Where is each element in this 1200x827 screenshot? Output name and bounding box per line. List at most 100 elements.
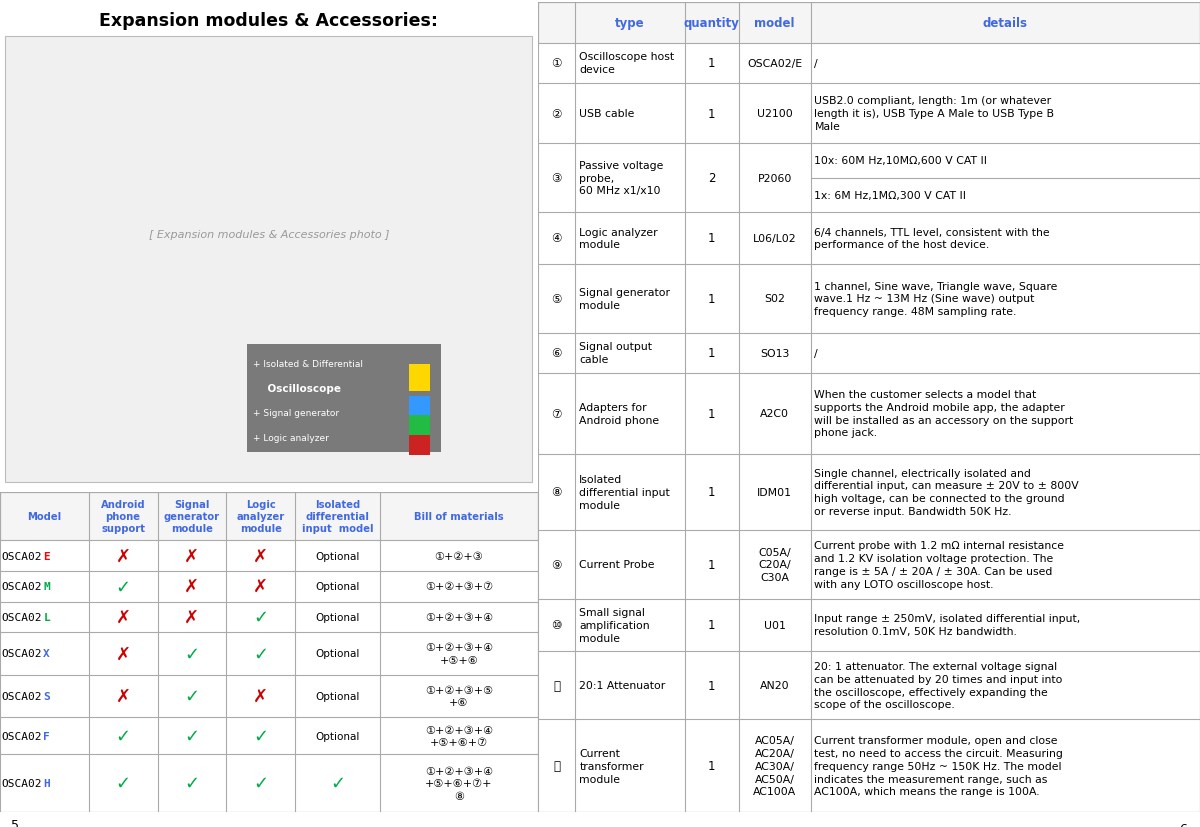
Text: Bill of materials: Bill of materials (414, 511, 504, 522)
Text: ①+②+③+⑦: ①+②+③+⑦ (425, 581, 493, 591)
Text: Single channel, electrically isolated and
differential input, can measure ± 20V : Single channel, electrically isolated an… (815, 468, 1079, 516)
Text: ③: ③ (551, 172, 562, 185)
Text: ✗: ✗ (115, 644, 131, 662)
Text: 1: 1 (708, 347, 715, 360)
Text: 6/4 channels, TTL level, consistent with the
performance of the host device.: 6/4 channels, TTL level, consistent with… (815, 227, 1050, 250)
Text: OSCA02: OSCA02 (1, 581, 42, 591)
Text: ✓: ✓ (185, 687, 199, 705)
Text: Optional: Optional (316, 731, 360, 741)
Text: OSCA02/E: OSCA02/E (748, 59, 803, 69)
Text: ✗: ✗ (185, 577, 199, 595)
Text: 1: 1 (708, 619, 715, 632)
Text: U2100: U2100 (757, 109, 793, 119)
Text: X: X (43, 648, 50, 658)
Text: ⑦: ⑦ (551, 407, 562, 420)
Text: OSCA02: OSCA02 (1, 778, 42, 788)
Text: [ Expansion modules & Accessories photo ]: [ Expansion modules & Accessories photo … (149, 230, 389, 240)
Text: Expansion modules & Accessories:: Expansion modules & Accessories: (100, 12, 438, 31)
Text: Optional: Optional (316, 691, 360, 701)
Text: ⑨: ⑨ (551, 558, 562, 571)
Text: IDM01: IDM01 (757, 487, 792, 497)
Text: OSCA02: OSCA02 (1, 731, 42, 741)
Text: /: / (815, 59, 818, 69)
Text: ✓: ✓ (115, 774, 131, 792)
Text: USB2.0 compliant, length: 1m (or whatever
length it is), USB Type A Male to USB : USB2.0 compliant, length: 1m (or whateve… (815, 96, 1055, 131)
Text: quantity: quantity (684, 17, 739, 30)
Text: ①+②+③+④
+⑤+⑥+⑦: ①+②+③+④ +⑤+⑥+⑦ (425, 724, 493, 747)
Text: F: F (43, 731, 50, 741)
Text: Optional: Optional (316, 648, 360, 658)
Text: ⑫: ⑫ (553, 759, 560, 772)
Text: Input range ± 250mV, isolated differential input,
resolution 0.1mV, 50K Hz bandw: Input range ± 250mV, isolated differenti… (815, 614, 1081, 637)
Text: ✗: ✗ (185, 547, 199, 565)
Text: Current transformer module, open and close
test, no need to access the circuit. : Current transformer module, open and clo… (815, 735, 1063, 796)
Text: AN20: AN20 (760, 681, 790, 691)
Text: ①+②+③+④
+⑤+⑥: ①+②+③+④ +⑤+⑥ (425, 643, 493, 665)
Text: Oscilloscope: Oscilloscope (253, 384, 341, 394)
Text: Current
transformer
module: Current transformer module (580, 748, 644, 784)
Text: ✓: ✓ (253, 774, 269, 792)
Text: S02: S02 (764, 294, 785, 304)
Text: ✓: ✓ (185, 727, 199, 745)
Text: C05A/
C20A/
C30A: C05A/ C20A/ C30A (758, 547, 791, 582)
Text: H: H (43, 778, 50, 788)
Text: ✓: ✓ (185, 644, 199, 662)
Text: L06/L02: L06/L02 (752, 234, 797, 244)
Text: ①+②+③+⑤
+⑥: ①+②+③+⑤ +⑥ (425, 685, 493, 707)
Text: Optional: Optional (316, 551, 360, 561)
Text: 20:1 Attenuator: 20:1 Attenuator (580, 681, 666, 691)
Text: ①+②+③+④: ①+②+③+④ (425, 612, 493, 622)
Text: 1x: 6M Hz,1MΩ,300 V CAT II: 1x: 6M Hz,1MΩ,300 V CAT II (815, 190, 966, 200)
Text: L: L (43, 612, 50, 622)
Text: ✓: ✓ (115, 727, 131, 745)
Text: 1: 1 (708, 558, 715, 571)
Text: OSCA02: OSCA02 (1, 648, 42, 658)
Text: Model: Model (28, 511, 61, 522)
Text: When the customer selects a model that
supports the Android mobile app, the adap: When the customer selects a model that s… (815, 390, 1074, 438)
Text: Android
phone
support: Android phone support (101, 500, 145, 533)
Text: 2: 2 (708, 172, 715, 185)
Text: USB cable: USB cable (580, 109, 635, 119)
Text: type: type (616, 17, 644, 30)
Text: 1: 1 (708, 759, 715, 772)
Bar (538, 3, 1200, 44)
Text: 1: 1 (708, 485, 715, 499)
Text: A2C0: A2C0 (761, 409, 790, 418)
Text: AC05A/
AC20A/
AC30A/
AC50A/
AC100A: AC05A/ AC20A/ AC30A/ AC50A/ AC100A (754, 735, 797, 796)
Text: ①+②+③+④
+⑤+⑥+⑦+
⑧: ①+②+③+④ +⑤+⑥+⑦+ ⑧ (425, 766, 493, 801)
Text: Isolated
differential input
module: Isolated differential input module (580, 475, 670, 510)
Text: 20: 1 attenuator. The external voltage signal
can be attenuated by 20 times and : 20: 1 attenuator. The external voltage s… (815, 662, 1063, 710)
Text: + Signal generator: + Signal generator (253, 409, 338, 418)
Text: ✗: ✗ (115, 608, 131, 626)
Text: Optional: Optional (316, 581, 360, 591)
Text: 1: 1 (708, 679, 715, 692)
Text: ④: ④ (551, 232, 562, 245)
Text: ✓: ✓ (253, 608, 269, 626)
Text: details: details (983, 17, 1027, 30)
Text: 1: 1 (708, 293, 715, 305)
Text: 6: 6 (1178, 822, 1187, 827)
Text: + Logic analyzer: + Logic analyzer (253, 433, 329, 442)
Text: ✓: ✓ (185, 774, 199, 792)
Text: P2060: P2060 (757, 174, 792, 184)
Text: ②: ② (551, 108, 562, 121)
Text: ⑪: ⑪ (553, 679, 560, 692)
Text: ⑩: ⑩ (551, 619, 562, 632)
Text: Signal
generator
module: Signal generator module (164, 500, 220, 533)
Text: M: M (43, 581, 50, 591)
Bar (0, 492, 538, 541)
Bar (408, 364, 430, 391)
Text: ①: ① (551, 57, 562, 70)
Text: ⑧: ⑧ (551, 485, 562, 499)
Text: ①+②+③: ①+②+③ (434, 551, 484, 561)
Text: S: S (43, 691, 50, 701)
Text: Oscilloscope host
device: Oscilloscope host device (580, 52, 674, 75)
Text: + Isolated & Differential: + Isolated & Differential (253, 359, 362, 368)
Text: Isolated
differential
input  model: Isolated differential input model (302, 500, 373, 533)
Text: SO13: SO13 (760, 348, 790, 358)
Text: ✓: ✓ (115, 577, 131, 595)
Text: U01: U01 (764, 620, 786, 630)
Text: Optional: Optional (316, 612, 360, 622)
Text: E: E (43, 551, 50, 561)
Text: /: / (815, 348, 818, 358)
